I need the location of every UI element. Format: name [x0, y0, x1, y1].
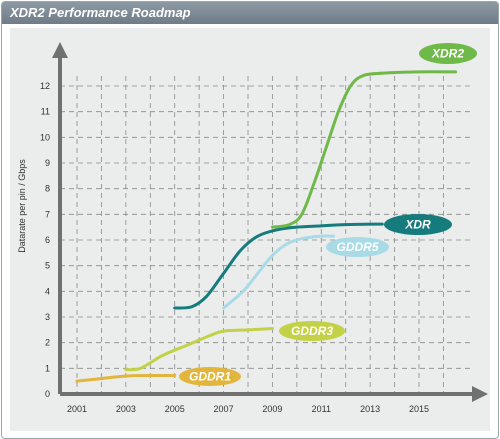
chart-title: XDR2 Performance Roadmap — [2, 2, 498, 24]
legend-pill-gddr1 — [179, 367, 241, 386]
plot-panel: 0 1 2 3 4 5 6 7 8 9 10 11 12 2001 2003 2005 2007 2009 2011… — [10, 28, 490, 431]
x-tick-label: 2015 — [409, 404, 429, 414]
y-tick-label: 7 — [45, 209, 50, 219]
x-tick-label: 2007 — [214, 404, 234, 414]
y-tick-label: 3 — [45, 312, 50, 322]
x-tick-label: 2005 — [165, 404, 185, 414]
legend-label-gddr3: GDDR3 — [291, 324, 333, 338]
series-line-xdr — [173, 222, 384, 310]
y-tick-label: 9 — [45, 158, 50, 168]
legend-label-xdr2: XDR2 — [431, 47, 464, 61]
series-line-gddr3 — [124, 327, 274, 372]
legend-label-gddr5: GDDR5 — [336, 240, 378, 254]
legend-pill-xdr2 — [419, 43, 477, 64]
y-axis-label: Datarate per pin / Gbps — [17, 159, 27, 253]
y-tick-label: 11 — [41, 107, 50, 117]
legend-pill-xdr — [384, 214, 452, 235]
y-tick-label: 6 — [45, 235, 50, 245]
y-tick-label: 4 — [45, 286, 50, 296]
x-tick-label: 2001 — [67, 404, 87, 414]
x-axis-arrow-icon — [472, 386, 488, 402]
y-axis-arrow-icon — [52, 42, 68, 58]
x-tick-label: 2013 — [360, 404, 380, 414]
series-line-gddr1 — [75, 373, 177, 383]
y-tick-label: 8 — [45, 184, 50, 194]
legend-pill-gddr3 — [279, 321, 345, 341]
y-tick-label: 1 — [45, 363, 50, 373]
series-line-gddr5 — [222, 234, 335, 310]
y-tick-label: 12 — [40, 81, 50, 91]
x-tick-label: 2009 — [262, 404, 282, 414]
legend-label-gddr1: GDDR1 — [189, 370, 231, 384]
y-tick-label: 10 — [40, 132, 50, 142]
y-tick-label: 5 — [45, 261, 50, 271]
x-tick-label: 2003 — [116, 404, 136, 414]
y-tick-label: 0 — [45, 389, 50, 399]
x-tick-label: 2011 — [312, 404, 331, 414]
legend-pill-gddr5 — [326, 237, 389, 257]
series-line-xdr2 — [270, 70, 458, 229]
y-tick-label: 2 — [45, 338, 50, 348]
legend-label-xdr: XDR — [404, 218, 431, 232]
